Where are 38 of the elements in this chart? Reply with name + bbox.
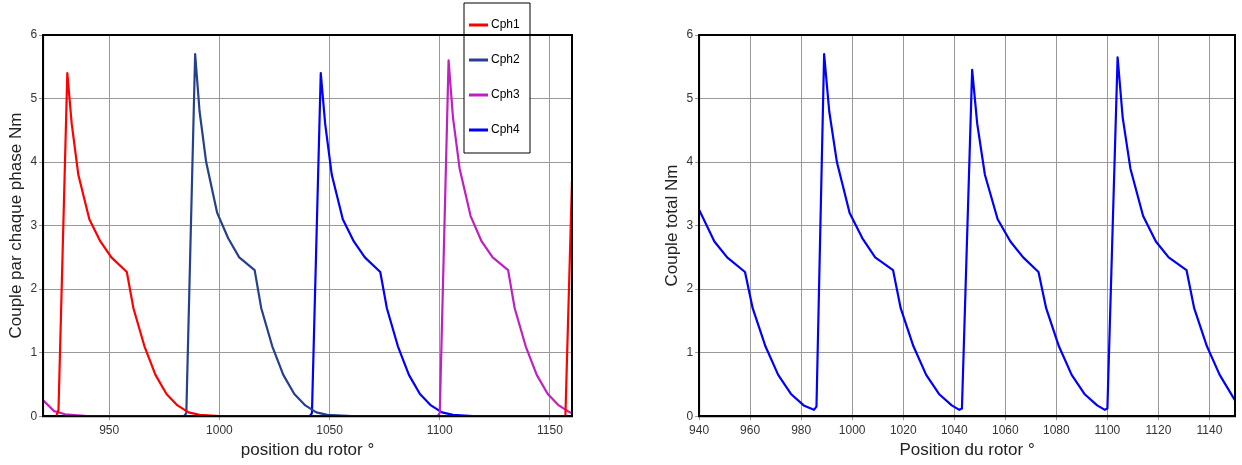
x-tick-label: 1000	[838, 422, 866, 437]
x-axis-title: Position du rotor °	[899, 440, 1035, 460]
x-tick-label: 1020	[889, 422, 917, 437]
y-tick-label: 1	[686, 344, 694, 359]
x-tick-label: 1000	[206, 422, 234, 437]
x-axis-title: position du rotor °	[240, 440, 375, 460]
y-tick-label: 6	[30, 27, 38, 42]
x-tick-label: 1080	[1043, 422, 1071, 437]
y-axis-title: Couple total Nm	[661, 164, 681, 287]
x-tick-label: 1050	[316, 422, 344, 437]
y-tick-label: 5	[686, 90, 694, 105]
x-tick-label: 980	[791, 422, 812, 437]
legend-label: Cph1	[491, 17, 521, 32]
x-tick-label: 940	[689, 422, 710, 437]
x-tick-label: 1100	[1094, 422, 1121, 437]
y-tick-label: 2	[30, 281, 38, 296]
y-axis-title: Couple par chaque phase Nm	[5, 112, 25, 339]
legend-label: Cph3	[491, 87, 521, 102]
x-tick-label: 1120	[1145, 422, 1172, 437]
legend-label: Cph2	[491, 52, 521, 67]
y-tick-label: 0	[30, 408, 38, 423]
x-tick-label: 950	[99, 422, 120, 437]
y-tick-label: 0	[686, 408, 694, 423]
y-tick-label: 5	[30, 90, 38, 105]
y-tick-label: 3	[686, 217, 694, 232]
y-tick-label: 4	[30, 154, 38, 169]
x-tick-label: 1100	[426, 422, 453, 437]
x-tick-label: 1040	[940, 422, 968, 437]
y-tick-label: 1	[30, 344, 38, 359]
x-tick-label: 960	[740, 422, 761, 437]
x-tick-label: 1150	[537, 422, 564, 437]
y-tick-label: 3	[30, 217, 38, 232]
legend-label: Cph4	[491, 122, 521, 137]
x-tick-label: 1060	[991, 422, 1019, 437]
y-tick-label: 2	[686, 281, 694, 296]
x-tick-label: 1140	[1196, 422, 1223, 437]
y-tick-label: 4	[686, 154, 694, 169]
y-tick-label: 6	[686, 27, 694, 42]
